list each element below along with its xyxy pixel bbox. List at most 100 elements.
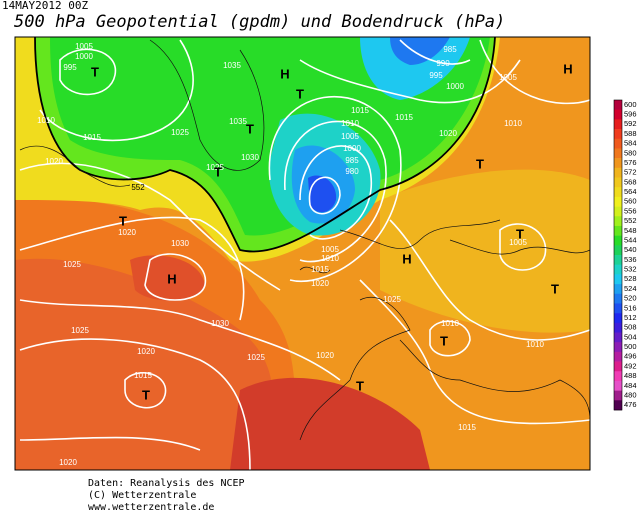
isobar-label: 1015 [458, 423, 476, 432]
pressure-system-label: T [551, 281, 559, 296]
isobar-label: 552 [131, 183, 145, 192]
map-date: 14MAY2012 00Z [2, 0, 88, 12]
colorbar-label: 576 [624, 158, 637, 167]
colorbar-swatch [614, 206, 622, 217]
isobar-label: 1005 [499, 73, 517, 82]
colorbar-frame [613, 99, 623, 411]
colorbar-label: 484 [624, 381, 637, 390]
pressure-system-label: T [476, 156, 484, 171]
isobar-label: 1025 [383, 295, 401, 304]
colorbar-swatch [614, 245, 622, 256]
isobar-label: 1025 [206, 163, 224, 172]
colorbar-swatch [614, 158, 622, 169]
footer-line: Daten: Reanalysis des NCEP [88, 478, 245, 489]
pressure-system-label: T [91, 64, 99, 79]
isobar-label: 1020 [45, 157, 63, 166]
isobar-label: 1035 [223, 61, 241, 70]
isobar-label: 1005 [75, 42, 93, 51]
colorbar-swatch [614, 148, 622, 159]
colorbar-label: 528 [624, 274, 637, 283]
pressure-system-label: H [402, 251, 411, 266]
isobar-label: 1010 [526, 340, 544, 349]
isobar-label: 1020 [311, 279, 329, 288]
isobar-label: 1010 [504, 119, 522, 128]
isobar-label: 1025 [247, 353, 265, 362]
isobar-label: 1025 [71, 326, 89, 335]
colorbar-label: 508 [624, 323, 637, 332]
colorbar-label: 500 [624, 342, 637, 351]
isobar-label: 1015 [395, 113, 413, 122]
colorbar-swatch [614, 400, 622, 411]
colorbar-label: 548 [624, 226, 637, 235]
isobar-label: 1015 [83, 133, 101, 142]
isobar-label: 995 [429, 71, 443, 80]
map-field [15, 37, 590, 470]
isobar-label: 1020 [439, 129, 457, 138]
pressure-system-label: T [356, 378, 364, 393]
colorbar-swatch [614, 235, 622, 246]
colorbar-swatch [614, 332, 622, 343]
colorbar-label: 560 [624, 197, 637, 206]
isobar-label: 985 [443, 45, 457, 54]
isobar-label: 1005 [341, 132, 359, 141]
colorbar-swatch [614, 216, 622, 227]
colorbar-label: 476 [624, 400, 637, 409]
colorbar-swatch [614, 371, 622, 382]
map-title: 500 hPa Geopotential (gpdm) und Bodendru… [14, 12, 505, 32]
isobar-label: 1030 [211, 319, 229, 328]
colorbar-swatch [614, 284, 622, 295]
isobar-label: 1025 [171, 128, 189, 137]
colorbar-label: 596 [624, 110, 637, 119]
colorbar-swatch [614, 119, 622, 130]
isobar-label: 1015 [311, 265, 329, 274]
isobar-label: 1010 [441, 319, 459, 328]
colorbar-label: 512 [624, 313, 637, 322]
colorbar-label: 480 [624, 390, 637, 399]
isobar-label: 1010 [321, 254, 339, 263]
isobar-label: 1010 [341, 119, 359, 128]
colorbar-label: 496 [624, 352, 637, 361]
colorbar-swatch [614, 264, 622, 275]
colorbar-swatch [614, 129, 622, 140]
pressure-system-label: T [246, 121, 254, 136]
colorbar-label: 488 [624, 371, 637, 380]
colorbar-swatch [614, 167, 622, 178]
pressure-system-label: T [142, 387, 150, 402]
colorbar-label: 572 [624, 168, 637, 177]
footer-line: www.wetterzentrale.de [88, 502, 214, 511]
map-frame [14, 36, 591, 471]
colorbar-swatch [614, 380, 622, 391]
colorbar-label: 592 [624, 119, 637, 128]
colorbar-swatch [614, 351, 622, 362]
colorbar-label: 588 [624, 129, 637, 138]
colorbar-swatch [614, 390, 622, 401]
colorbar-swatch [614, 187, 622, 198]
colorbar-label: 492 [624, 361, 637, 370]
colorbar-swatch [614, 274, 622, 285]
pressure-system-label: T [119, 213, 127, 228]
isobar-label: 1020 [137, 347, 155, 356]
colorbar-swatch [614, 225, 622, 236]
colorbar-swatch [614, 361, 622, 372]
isobar-label: 1035 [229, 117, 247, 126]
isobar-label: 1015 [134, 371, 152, 380]
isobar-label: 1030 [171, 239, 189, 248]
isobar-label: 1010 [37, 116, 55, 125]
colorbar-label: 516 [624, 303, 637, 312]
isobar-label: 995 [63, 63, 77, 72]
colorbar-swatch [614, 313, 622, 324]
colorbar-label: 532 [624, 265, 637, 274]
isobar-label: 985 [345, 156, 359, 165]
isobar-label: 1015 [351, 106, 369, 115]
footer-line: (C) Wetterzentrale [88, 490, 196, 501]
colorbar-label: 580 [624, 148, 637, 157]
colorbar-label: 552 [624, 216, 637, 225]
isobar-label: 1020 [118, 228, 136, 237]
colorbar-swatch [614, 255, 622, 265]
pressure-system-label: T [516, 226, 524, 241]
pressure-system-label: H [280, 66, 289, 81]
isobar-label: 1020 [316, 351, 334, 360]
isobar-label: 990 [436, 59, 450, 68]
